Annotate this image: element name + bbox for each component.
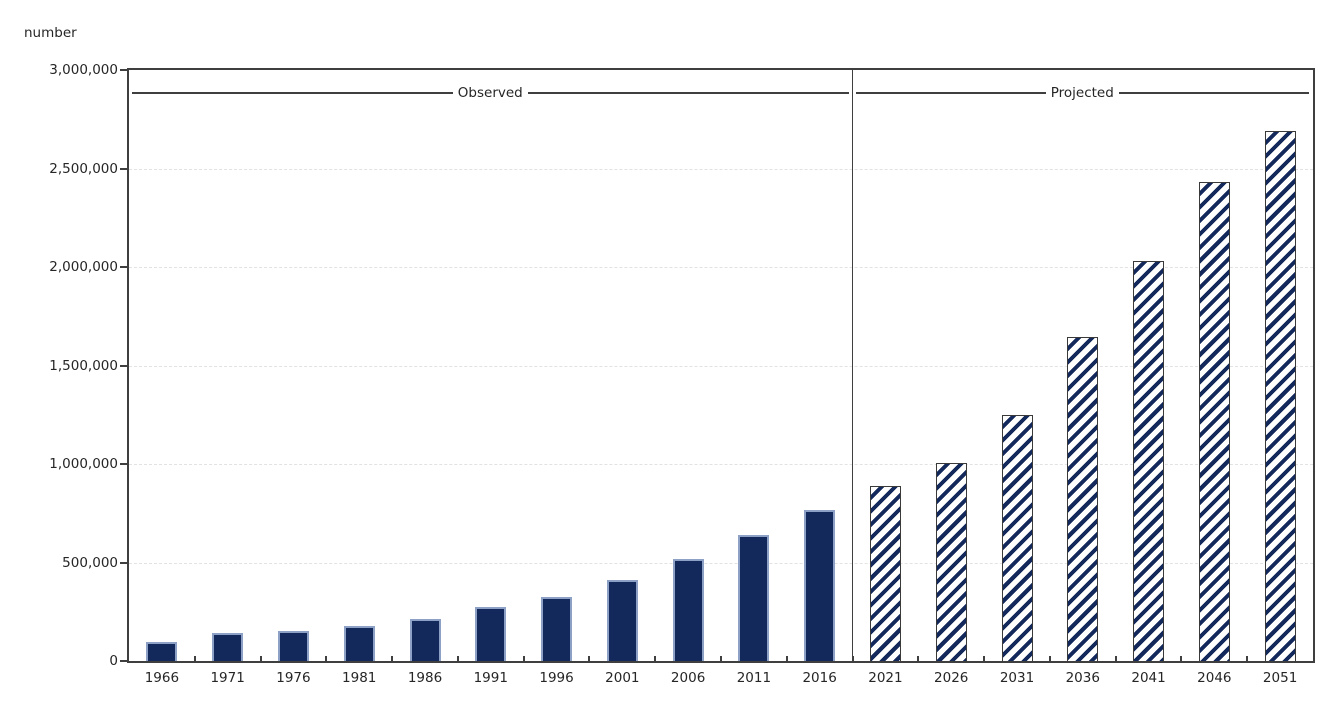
bar-1996 [541, 596, 573, 661]
x-tick-mark [456, 656, 459, 661]
x-tick-mark [983, 656, 986, 661]
x-tick-label: 2036 [1065, 670, 1100, 686]
bar-1966 [146, 642, 178, 661]
x-tick-label: 1966 [144, 670, 180, 686]
bar-1981 [343, 625, 375, 661]
projected-bracket: Projected [855, 85, 1309, 101]
x-tick-mark [720, 656, 722, 661]
bar-1986 [409, 618, 441, 661]
x-tick-mark [1246, 656, 1249, 661]
bar-2021 [869, 485, 901, 661]
x-tick-mark [1048, 656, 1051, 661]
observed-bracket-line [132, 92, 453, 94]
y-gridline [129, 267, 1313, 268]
x-tick-mark [785, 656, 788, 661]
x-tick-mark [259, 656, 262, 661]
y-tick-label: 2,000,000 [49, 259, 118, 275]
observed-label: Observed [457, 85, 523, 101]
x-tick-mark [193, 656, 196, 661]
y-tick-label: 1,000,000 [49, 456, 118, 472]
projected-label: Projected [1050, 85, 1114, 101]
x-tick-mark [1114, 656, 1117, 661]
x-tick-label: 2006 [670, 670, 706, 686]
plot-area: Observed Projected [127, 68, 1315, 663]
bar-2041 [1133, 261, 1165, 661]
bar-2026 [935, 463, 967, 661]
bar-1971 [212, 633, 244, 661]
bar-2006 [672, 558, 704, 661]
x-tick-label: 1986 [407, 670, 443, 686]
projected-bracket-line [855, 92, 1046, 94]
x-tick-label: 1991 [473, 670, 508, 686]
x-tick-label: 2031 [999, 670, 1035, 686]
y-tick-label: 1,500,000 [49, 357, 118, 374]
bar-1991 [475, 606, 507, 661]
bar-2031 [1001, 414, 1033, 661]
x-tick-label: 2021 [868, 670, 903, 686]
x-tick-mark [325, 656, 328, 661]
bar-2011 [738, 534, 770, 661]
bar-2036 [1067, 336, 1099, 661]
bar-2046 [1198, 182, 1230, 661]
x-tick-label: 2051 [1262, 670, 1298, 686]
bar-2016 [804, 510, 836, 661]
y-tick-mark [120, 660, 127, 662]
bar-2051 [1264, 131, 1296, 661]
y-tick-label: 3,000,000 [49, 62, 118, 78]
x-tick-label: 1976 [276, 670, 311, 686]
x-tick-mark [917, 656, 920, 661]
y-gridline [129, 168, 1313, 170]
x-tick-label: 1996 [539, 670, 574, 686]
y-gridline [129, 365, 1313, 367]
bar-1976 [277, 631, 309, 661]
x-tick-label: 1971 [210, 670, 245, 686]
x-tick-label: 2026 [934, 670, 969, 686]
x-tick-label: 2046 [1197, 670, 1232, 686]
x-tick-mark [1180, 656, 1183, 661]
y-tick-mark [120, 266, 127, 268]
y-tick-mark [120, 561, 127, 564]
x-tick-label: 2016 [802, 670, 837, 686]
x-tick-mark [588, 656, 591, 661]
x-tick-label: 1981 [342, 670, 377, 686]
x-tick-mark [391, 656, 394, 661]
y-gridline [129, 562, 1313, 564]
observed-bracket-line [527, 92, 849, 94]
x-tick-label: 2011 [736, 670, 772, 686]
y-tick-mark [120, 463, 127, 465]
y-tick-mark [120, 69, 127, 71]
y-gridline [129, 464, 1313, 465]
y-tick-label: 0 [109, 653, 118, 669]
x-tick-mark [654, 656, 657, 661]
y-tick-label: 500,000 [62, 554, 118, 571]
bar-2001 [606, 580, 638, 661]
y-tick-mark [120, 167, 127, 170]
observed-bracket: Observed [132, 85, 849, 101]
projected-bracket-line [1118, 92, 1309, 94]
x-tick-mark [522, 656, 525, 661]
y-tick-mark [120, 364, 127, 367]
x-tick-label: 2001 [605, 670, 640, 686]
y-axis-unit-label: number [24, 25, 77, 41]
x-tick-label: 2041 [1131, 670, 1166, 686]
y-tick-label: 2,500,000 [49, 160, 118, 177]
observed-projected-divider [851, 70, 854, 661]
